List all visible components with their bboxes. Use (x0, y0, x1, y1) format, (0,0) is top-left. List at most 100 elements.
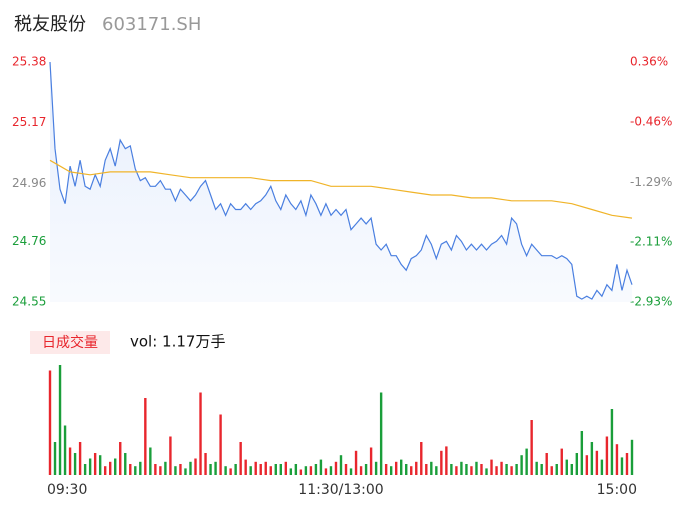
volume-tag-bg (30, 331, 110, 354)
volume-bar (500, 461, 503, 475)
volume-bar (570, 464, 573, 475)
volume-bar (264, 461, 267, 475)
volume-bar (425, 464, 428, 475)
y-tick-label: 25.38 (12, 55, 46, 69)
volume-bar (179, 464, 182, 475)
volume-bar (465, 464, 468, 475)
volume-bar (224, 466, 227, 475)
volume-bar (369, 447, 373, 475)
volume-bar (249, 466, 252, 475)
volume-bar (440, 450, 443, 475)
volume-bar (475, 461, 478, 475)
volume-bar (98, 455, 102, 475)
volume-bar (610, 409, 614, 475)
volume-bar (334, 461, 338, 475)
volume-bar (174, 466, 177, 475)
y2-tick-label: -0.46% (630, 114, 672, 128)
volume-bar (585, 455, 589, 475)
volume-bar (410, 466, 413, 475)
volume-bar (400, 459, 403, 475)
volume-bar (405, 464, 408, 475)
volume-bar (555, 464, 558, 475)
volume-bar (229, 468, 232, 475)
volume-bar (329, 466, 333, 475)
volume-bar (394, 461, 398, 475)
y2-tick-label: 0.36% (630, 55, 668, 69)
volume-tag: 日成交量 (42, 334, 98, 351)
volume-bar (88, 458, 92, 475)
volume-bar (93, 453, 97, 475)
volume-bar (199, 392, 202, 475)
volume-bar (234, 464, 237, 475)
volume-bar (445, 446, 448, 475)
y2-tick-label: -2.93% (630, 295, 672, 309)
average-line (49, 159, 633, 219)
stock-name: 税友股份 (14, 14, 86, 35)
volume-bar (379, 392, 383, 475)
volume-bar (134, 466, 137, 475)
volume-bar (103, 466, 107, 475)
volume-bar (540, 464, 543, 475)
volume-bar (294, 464, 298, 475)
y-tick-label: 24.55 (12, 295, 46, 309)
volume-bar (480, 464, 483, 475)
y-tick-label: 25.17 (12, 115, 46, 129)
volume-bar (620, 457, 624, 475)
volume-bar (625, 453, 629, 475)
volume-bar (374, 461, 378, 475)
volume-bar (124, 453, 127, 475)
volume-bar (149, 447, 152, 475)
volume-bar (63, 425, 67, 475)
volume-bar (349, 468, 353, 475)
volume-bar (129, 464, 132, 475)
y2-tick-label: -1.29% (630, 175, 672, 189)
volume-bar (53, 442, 57, 475)
volume-bar (590, 442, 594, 475)
volume-bar (319, 459, 323, 475)
volume-bar (495, 466, 498, 475)
volume-bar (580, 431, 584, 475)
volume-bar (169, 436, 172, 475)
volume-bar (450, 464, 453, 475)
volume-bar (73, 453, 77, 475)
volume-bar (259, 464, 262, 475)
volume-bar (204, 453, 207, 475)
volume-bar (339, 455, 343, 475)
volume-bar (114, 458, 117, 475)
volume-bar (605, 436, 609, 475)
volume-bar (58, 365, 62, 475)
volume-bar (304, 466, 308, 475)
volume-bar (389, 466, 393, 475)
volume-bar (254, 461, 257, 475)
volume-bar (119, 442, 122, 475)
volume-bar (344, 464, 348, 475)
volume-bar (144, 398, 147, 475)
volume-bar (219, 414, 222, 475)
volume-bar (470, 466, 473, 475)
volume-bar (194, 458, 197, 475)
x-tick-label: 15:00 (597, 482, 637, 498)
volume-bar (109, 461, 112, 475)
volume-bar (359, 466, 363, 475)
price-area (50, 62, 632, 302)
x-tick-label: 11:30/13:00 (298, 482, 383, 498)
volume-bar (510, 466, 513, 475)
volume-bar (595, 450, 599, 475)
volume-bar (289, 468, 293, 475)
volume-bar (630, 439, 634, 475)
x-tick-label: 09:30 (47, 482, 87, 498)
volume-bar (354, 450, 358, 475)
volume-bar (615, 444, 619, 475)
volume-bar (560, 448, 563, 475)
volume-bar (455, 466, 458, 475)
volume-bar (515, 464, 518, 475)
volume-bar (525, 448, 528, 475)
volume-bar (154, 464, 157, 475)
volume-bar (575, 453, 579, 475)
volume-bar (269, 466, 272, 475)
volume-bar (214, 461, 217, 475)
volume-bar (209, 464, 212, 475)
volume-bar (68, 447, 72, 475)
volume-bar (83, 464, 87, 475)
volume-bar (164, 461, 167, 475)
